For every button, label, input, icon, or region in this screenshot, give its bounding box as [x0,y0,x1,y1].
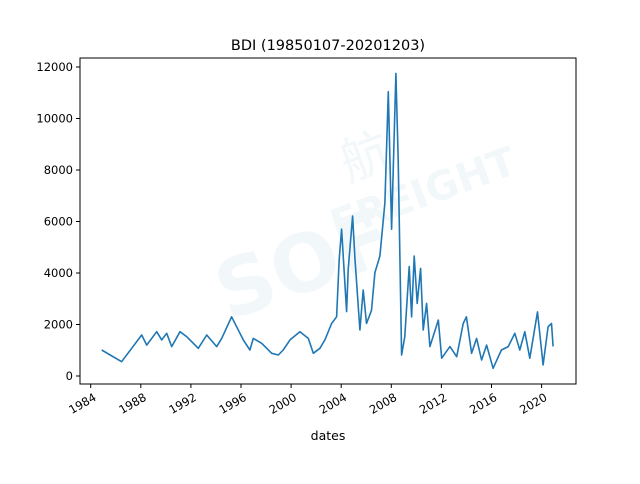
plot-area [101,72,554,370]
x-axis: 1984 1988 1992 1996 2000 2004 2008 2012 2016 2020 [66,384,549,417]
x-tick-label: 2008 [367,390,399,417]
x-tick-label: 2016 [467,390,499,417]
y-tick-label: 2000 [44,318,73,332]
x-tick-label: 1992 [166,390,198,417]
y-tick-label: 6000 [44,215,73,229]
y-tick-label: 8000 [44,163,73,177]
y-tick-label: 0 [66,369,73,383]
y-axis: 0 2000 4000 6000 8000 10000 12000 [36,60,80,383]
x-tick-label: 2000 [267,390,299,417]
series-line [101,72,554,370]
x-axis-label: dates [311,428,346,443]
x-tick-label: 2004 [317,390,349,417]
x-tick-label: 1996 [217,390,249,417]
y-tick-label: 4000 [44,266,73,280]
x-tick-label: 2020 [517,390,549,417]
x-tick-label: 1988 [116,390,148,417]
watermark: SOF 航 FREIGHT [203,121,523,338]
x-tick-label: 1984 [66,390,98,417]
x-tick-label: 2012 [417,390,449,417]
y-tick-label: 10000 [36,112,73,126]
y-tick-label: 12000 [36,60,73,74]
chart-title: BDI (19850107-20201203) [231,38,425,54]
plot-frame [79,57,577,385]
